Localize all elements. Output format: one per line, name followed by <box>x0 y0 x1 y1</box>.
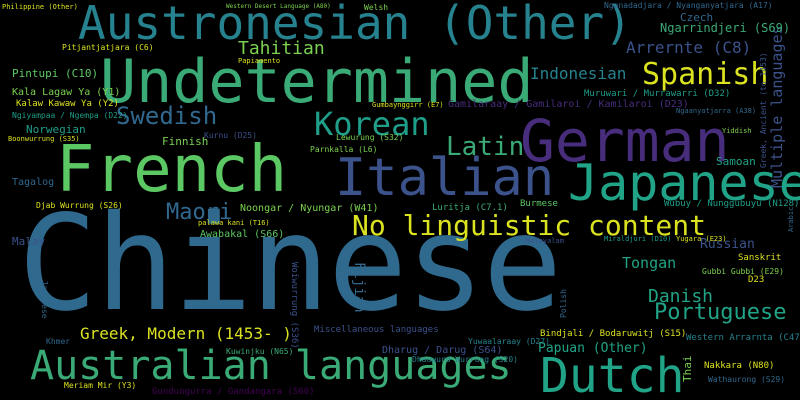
word-ngarrindjeri: Ngarrindjeri (S69) <box>660 21 791 35</box>
word-papiamento: Papiamento <box>238 57 281 65</box>
word-bindjali: Bindjali / Bodaruwitj (S15) <box>540 329 687 339</box>
word-dharug: Dharug / Darug (S64) <box>382 345 503 356</box>
word-tagalog: Tagalog <box>12 177 55 188</box>
word-woiwurrung: Woiwurrung (S36) <box>289 262 299 349</box>
word-wathaurong: Wathaurong (S29) <box>708 375 786 384</box>
word-djab-wurrung: Djab Wurrung (S26) <box>36 201 123 210</box>
word-welsh: Welsh <box>364 3 389 12</box>
word-samoan: Samoan <box>716 155 756 168</box>
word-arabic: Arabic <box>787 206 795 232</box>
word-dhauwurd: Dhauwurd Wurrung (S20) <box>412 355 518 364</box>
word-western-desert: Western Desert Language (A80) <box>226 3 331 10</box>
word-muruwari: Muruwari / Murrawarri (D32) <box>584 89 731 99</box>
word-maori: Maori <box>166 200 233 225</box>
word-d23: D23 <box>748 275 765 285</box>
word-czech: Czech <box>680 11 714 24</box>
word-gumbaynggirr: Gumbaynggirr (E7) <box>372 101 444 109</box>
word-japanese: Japanese <box>568 154 800 212</box>
word-indonesian: Indonesian <box>530 64 627 83</box>
word-nganadadjara: Nganadadjara / Nyanganyatjara (A17) <box>604 1 773 10</box>
word-parnkalla: Parnkalla (L6) <box>310 145 378 154</box>
word-javanese: Javanese <box>40 280 49 319</box>
word-gubbi-gubbi: Gubbi Gubbi (E29) <box>702 267 784 276</box>
word-korean: Korean <box>314 105 430 143</box>
word-spanish: Spanish <box>642 57 769 92</box>
word-boonwurrung: Boonwurrung (S35) <box>8 135 80 143</box>
word-tahitian: Tahitian <box>238 38 325 59</box>
word-fijian: Fijian <box>351 262 367 313</box>
word-sanskrit: Sanskrit <box>738 253 782 263</box>
word-no-linguistic: No linguistic content <box>352 209 707 242</box>
word-philippine: Philippine (Other) <box>2 3 78 11</box>
word-wubuy: Wubuy / Nunggubuyu (N128) <box>664 199 800 209</box>
word-burmese: Burmese <box>520 199 558 209</box>
word-dutch: Dutch <box>540 348 685 400</box>
word-greek-ancient: Greek, Ancient (to 1453) <box>759 52 768 168</box>
word-chinese: Chinese <box>18 187 562 341</box>
word-arrernte: Arrernte (C8) <box>626 38 752 57</box>
word-miraldjuri: Miraldjuri (D10) <box>604 235 672 243</box>
word-lewurung: Lewurung (S32) <box>336 133 404 142</box>
word-awabakal: Awabakal (S66) <box>200 229 285 240</box>
word-malayalam: Malayalam <box>526 237 564 245</box>
word-nakkara: Nakkara (N80) <box>704 361 775 371</box>
word-russian: Russian <box>700 237 755 252</box>
word-meriam-mir: Meriam Mir (Y3) <box>64 381 137 390</box>
word-western-arrarnta: Western Arrarnta (C47) <box>686 333 800 343</box>
word-italian: Italian <box>335 148 555 208</box>
word-latin: Latin <box>446 132 525 162</box>
word-tongan: Tongan <box>622 254 677 272</box>
word-french: French <box>56 133 288 207</box>
word-khmer: Khmer <box>46 337 71 346</box>
word-kalaw-kawaw-ya: Kalaw Kawaw Ya (Y2) <box>16 99 119 109</box>
word-ngiyampaa: Ngiyampaa / Ngempa (D22) <box>12 111 128 120</box>
word-misc-languages: Miscellaneous languages <box>314 325 439 335</box>
word-yuwaalaraay: Yuwaalaraay (D27) <box>468 337 550 346</box>
word-norwegian: Norwegian <box>26 123 86 136</box>
word-gamilaraay: Gamilaraay / Gamilaroi / Kamilaroi (D23) <box>448 99 689 110</box>
word-thai: Thai <box>681 355 694 383</box>
word-greek-modern: Greek, Modern (1453- ) <box>80 324 292 343</box>
word-palawa: palawa kani (T16) <box>198 219 270 227</box>
word-finnish: Finnish <box>162 135 209 148</box>
word-ngaanyatjarra: Ngaanyatjarra (A38) <box>676 107 757 115</box>
word-gundungurra: Gundungurra / Gandangara (S60) <box>152 387 315 397</box>
word-polish: Polish <box>559 289 568 318</box>
word-swedish: Swedish <box>116 102 218 130</box>
word-yiddish: Yiddish <box>722 127 752 135</box>
word-portuguese: Portuguese <box>654 300 787 325</box>
word-kuwinjku: Kuwinjku (N65) <box>226 347 294 356</box>
word-austronesian: Austronesian (Other) <box>78 0 632 50</box>
word-pintupi: Pintupi (C10) <box>12 67 99 80</box>
word-pitjantjatjara: Pitjantjatjara (C6) <box>62 43 154 52</box>
word-malay: Malay <box>12 235 46 248</box>
word-kala-lagaw-ya: Kala Lagaw Ya (Y1) <box>12 87 121 98</box>
word-australian-languages: Australian languages <box>30 343 512 389</box>
word-noongar: Noongar / Nyungar (W41) <box>240 203 379 214</box>
word-danish: Danish <box>648 286 714 307</box>
word-german: German <box>520 107 730 175</box>
word-yugara: Yugara (E23) <box>676 235 727 243</box>
word-kurnu: Kurnu (D25) <box>204 131 257 140</box>
word-multiple-languages: Multiple languages <box>768 25 786 188</box>
word-undetermined: Undetermined <box>100 47 534 117</box>
word-papuan: Papuan (Other) <box>538 341 648 356</box>
word-luritja: Luritja (C7.1) <box>432 203 508 213</box>
